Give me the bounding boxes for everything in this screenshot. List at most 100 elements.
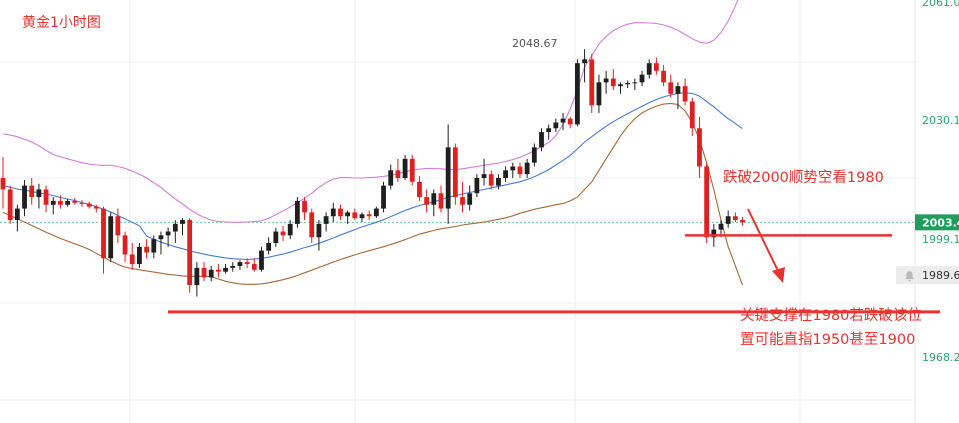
candle-body — [352, 212, 358, 219]
candle-body — [603, 78, 609, 83]
candle-body — [668, 82, 674, 94]
candle-body — [575, 63, 580, 125]
candle-body — [137, 246, 142, 265]
y-tick-label: 2030.1 — [922, 114, 959, 127]
candle-body — [22, 185, 27, 209]
candle-body — [323, 216, 329, 224]
candle-body — [36, 189, 42, 198]
candle-body — [732, 216, 738, 221]
candle-body — [639, 74, 645, 83]
candle-body — [409, 158, 415, 182]
high-price-label: 2048.67 — [512, 37, 558, 50]
candle-body — [50, 200, 56, 205]
candle-body — [7, 189, 13, 221]
candle-body — [108, 216, 114, 259]
y-tick-label: 1999.1 — [922, 233, 959, 246]
price-axis: 2061.0 2030.1 1999.1 1968.2 2003.4 1989.6 — [896, 0, 959, 364]
bell-icon — [905, 271, 914, 282]
candle-body — [287, 223, 293, 236]
candle-body — [402, 158, 408, 178]
candle-body — [711, 229, 717, 238]
candle-body — [29, 185, 35, 198]
candle-body — [488, 174, 494, 186]
candle-body — [194, 267, 200, 286]
arrow-shaft — [747, 208, 781, 276]
candle-body — [366, 214, 372, 217]
candle-body — [704, 166, 710, 238]
bollinger-bands — [2, 0, 744, 286]
candle-body — [180, 220, 185, 224]
candle-body — [72, 200, 78, 203]
bollinger-mid-line — [2, 92, 743, 261]
marker-price-text: 1989.6 — [922, 269, 959, 282]
candle-body — [567, 118, 573, 125]
candle-body — [517, 166, 523, 175]
candle-body — [682, 86, 688, 102]
grid — [0, 0, 916, 423]
candle-body — [294, 200, 300, 224]
candle-body — [187, 220, 193, 286]
candle-body — [237, 262, 243, 266]
candlesticks — [0, 49, 745, 297]
candle-body — [496, 177, 501, 186]
candle-body — [208, 269, 214, 278]
chart-title: 黄金1小时图 — [22, 15, 101, 31]
candle-body — [129, 254, 135, 265]
candle-body — [14, 208, 20, 221]
candle-body — [43, 189, 49, 205]
candle-body — [553, 122, 559, 129]
candle-body — [596, 82, 602, 106]
candle-body — [632, 82, 638, 84]
candle-body — [0, 177, 6, 190]
candle-body — [309, 212, 315, 238]
candle-body — [474, 177, 480, 194]
candle-body — [316, 223, 322, 238]
candle-body — [223, 267, 228, 272]
marker-price-tag — [896, 266, 959, 285]
candle-body — [165, 231, 171, 236]
candle-body — [661, 70, 666, 83]
candle-body — [58, 200, 63, 205]
candle-body — [653, 63, 659, 71]
candle-body — [417, 181, 422, 198]
candle-body — [740, 220, 745, 223]
candle-body — [646, 63, 652, 75]
candle-body — [244, 262, 250, 265]
bollinger-lower-line — [2, 102, 744, 286]
candle-body — [539, 132, 544, 148]
candle-body — [718, 223, 724, 230]
candle-body — [546, 128, 552, 133]
candle-body — [93, 206, 99, 209]
candle-body — [467, 193, 473, 205]
candle-body — [122, 235, 128, 255]
key-levels — [168, 208, 940, 314]
candle-body — [460, 197, 465, 205]
arrow-head — [772, 267, 785, 283]
candle-body — [101, 208, 106, 259]
y-tick-label: 2061.0 — [922, 0, 959, 9]
current-price-tag — [915, 214, 959, 231]
candle-body — [251, 264, 257, 270]
current-price-text: 2003.4 — [922, 216, 959, 229]
candle-body — [266, 243, 272, 251]
bollinger-upper-line — [2, 0, 739, 223]
candle-body — [373, 208, 379, 217]
candle-body — [675, 86, 681, 94]
candle-body — [424, 197, 430, 205]
y-tick-label: 1968.2 — [922, 351, 959, 364]
candle-body — [531, 147, 537, 163]
candle-body — [503, 170, 508, 178]
candle-body — [172, 223, 178, 232]
candle-body — [589, 59, 595, 106]
candle-body — [201, 267, 207, 278]
candle-body — [302, 200, 307, 213]
candle-body — [144, 246, 149, 253]
candle-body — [273, 231, 279, 244]
candle-body — [582, 59, 587, 64]
candle-body — [431, 193, 437, 205]
candle-body — [388, 170, 394, 186]
support-annotation-line1: 关键支撑在1980若跌破该位 — [740, 308, 922, 324]
candle-body — [438, 193, 444, 209]
candle-body — [697, 128, 702, 167]
